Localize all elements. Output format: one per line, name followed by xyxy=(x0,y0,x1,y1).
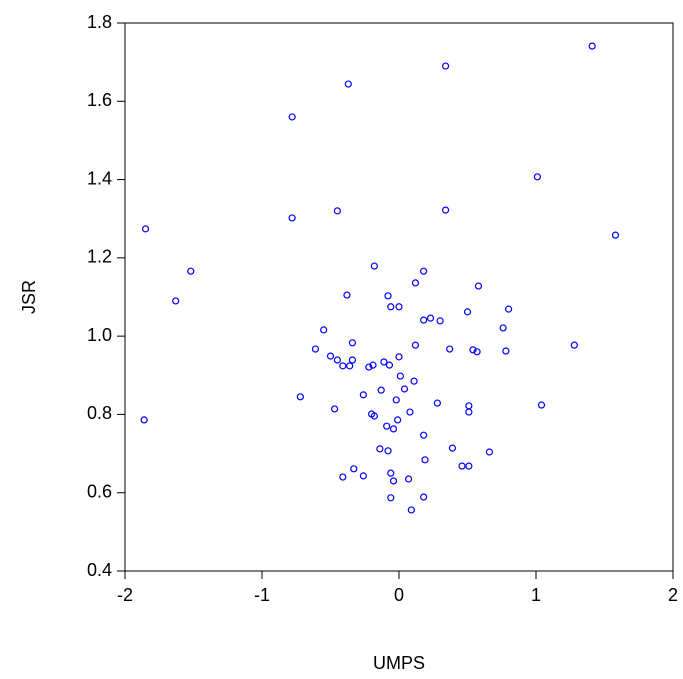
point xyxy=(420,267,428,275)
point xyxy=(463,308,472,316)
point xyxy=(387,303,395,311)
point xyxy=(611,231,620,239)
point xyxy=(499,324,507,332)
point xyxy=(385,361,394,369)
y-tick-label: 1.8 xyxy=(87,12,112,32)
point xyxy=(441,206,450,214)
point xyxy=(384,447,392,455)
point xyxy=(320,326,328,334)
point xyxy=(187,267,195,275)
point xyxy=(369,361,377,369)
point xyxy=(465,462,473,470)
point xyxy=(588,42,596,50)
point xyxy=(344,80,352,88)
point xyxy=(537,401,546,409)
point xyxy=(411,341,420,349)
point xyxy=(326,352,335,360)
point xyxy=(387,469,395,477)
point xyxy=(448,444,457,452)
point xyxy=(333,356,341,364)
point xyxy=(533,173,541,181)
point xyxy=(288,113,296,121)
point xyxy=(172,297,180,305)
x-axis-label: UMPS xyxy=(373,653,425,673)
point xyxy=(296,393,304,401)
point xyxy=(465,402,473,410)
point xyxy=(436,317,444,325)
point xyxy=(377,386,385,394)
y-tick-label: 1.2 xyxy=(87,247,112,267)
point xyxy=(346,362,354,370)
point xyxy=(370,412,378,420)
y-tick-label: 0.8 xyxy=(87,403,112,423)
point xyxy=(365,363,373,371)
point xyxy=(339,473,347,481)
point xyxy=(396,372,404,380)
point xyxy=(348,339,357,347)
point xyxy=(311,345,320,353)
point xyxy=(485,448,494,456)
point xyxy=(505,305,513,313)
point xyxy=(392,396,400,404)
point xyxy=(394,416,402,424)
point xyxy=(426,314,435,322)
y-tick-label: 0.4 xyxy=(87,560,112,580)
point xyxy=(458,462,466,470)
point xyxy=(446,345,454,353)
point xyxy=(395,353,403,361)
point xyxy=(406,408,414,416)
x-tick-label: -1 xyxy=(254,585,270,605)
point xyxy=(502,347,510,355)
point xyxy=(410,377,418,385)
x-tick-label: 2 xyxy=(668,585,678,605)
point xyxy=(387,494,395,502)
point xyxy=(420,493,428,501)
y-tick-label: 1.6 xyxy=(87,90,112,110)
y-tick-label: 0.6 xyxy=(87,481,112,501)
point xyxy=(348,356,357,364)
point xyxy=(359,391,367,399)
x-tick-label: 1 xyxy=(531,585,541,605)
point xyxy=(370,262,378,270)
point xyxy=(288,214,296,222)
y-axis-label: JSR xyxy=(19,280,39,314)
point xyxy=(404,475,413,483)
point xyxy=(420,316,428,324)
plot-frame xyxy=(124,22,674,572)
point xyxy=(400,385,409,393)
point xyxy=(331,405,339,413)
point xyxy=(380,358,388,366)
point xyxy=(384,292,392,300)
point xyxy=(343,291,351,299)
point xyxy=(469,346,477,354)
point xyxy=(441,62,450,70)
point xyxy=(433,399,441,407)
point xyxy=(421,456,429,464)
point xyxy=(389,425,398,433)
point xyxy=(383,422,391,430)
point xyxy=(350,465,358,473)
point xyxy=(420,431,428,439)
y-tick-label: 1.0 xyxy=(87,325,112,345)
point xyxy=(359,472,367,480)
point xyxy=(389,477,398,485)
x-tick-label: 0 xyxy=(394,585,404,605)
point xyxy=(339,362,347,370)
point xyxy=(395,303,403,311)
point xyxy=(465,408,473,416)
point xyxy=(473,348,481,356)
point xyxy=(140,416,148,424)
point xyxy=(411,279,420,287)
x-tick-label: -2 xyxy=(117,585,133,605)
point xyxy=(570,341,578,349)
point xyxy=(141,225,150,233)
point xyxy=(376,445,384,453)
point xyxy=(474,282,483,290)
point xyxy=(333,207,341,215)
point xyxy=(407,506,415,514)
y-tick-label: 1.4 xyxy=(87,168,112,188)
